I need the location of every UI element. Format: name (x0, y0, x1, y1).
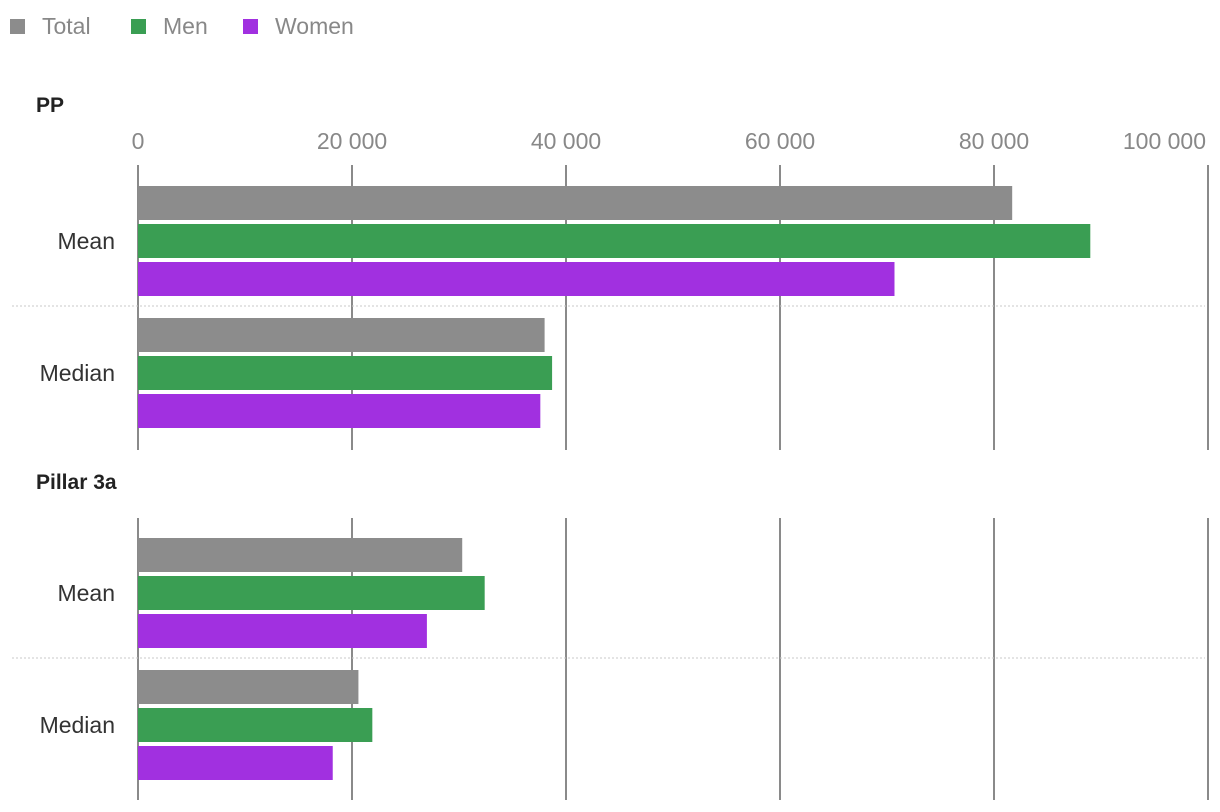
bar-total-mean (138, 538, 463, 572)
bar-total-median (138, 670, 359, 704)
x-tick-label: 40 000 (531, 128, 601, 154)
legend-swatch-total (10, 19, 25, 34)
x-tick-label: 80 000 (959, 128, 1029, 154)
bar-total-mean (138, 186, 1013, 220)
legend-label-men: Men (163, 13, 208, 39)
category-label: Mean (57, 580, 115, 606)
bar-men-mean (138, 224, 1091, 258)
category-label: Median (40, 360, 115, 386)
legend-swatch-women (243, 19, 258, 34)
category-label: Mean (57, 228, 115, 254)
bar-women-median (138, 746, 333, 780)
panel-title: PP (36, 94, 64, 117)
legend-label-women: Women (275, 13, 354, 39)
bar-men-median (138, 356, 553, 390)
x-tick-label: 20 000 (317, 128, 387, 154)
bar-women-median (138, 394, 541, 428)
legend-swatch-men (131, 19, 146, 34)
x-tick-label: 60 000 (745, 128, 815, 154)
legend-label-total: Total (42, 13, 91, 39)
bar-men-mean (138, 576, 485, 610)
x-tick-label: 100 000 (1123, 128, 1206, 154)
panel-title: Pillar 3a (36, 471, 117, 494)
category-label: Median (40, 712, 115, 738)
bar-women-mean (138, 614, 427, 648)
bar-men-median (138, 708, 373, 742)
bar-women-mean (138, 262, 895, 296)
x-tick-label: 0 (132, 128, 145, 154)
bar-total-median (138, 318, 545, 352)
